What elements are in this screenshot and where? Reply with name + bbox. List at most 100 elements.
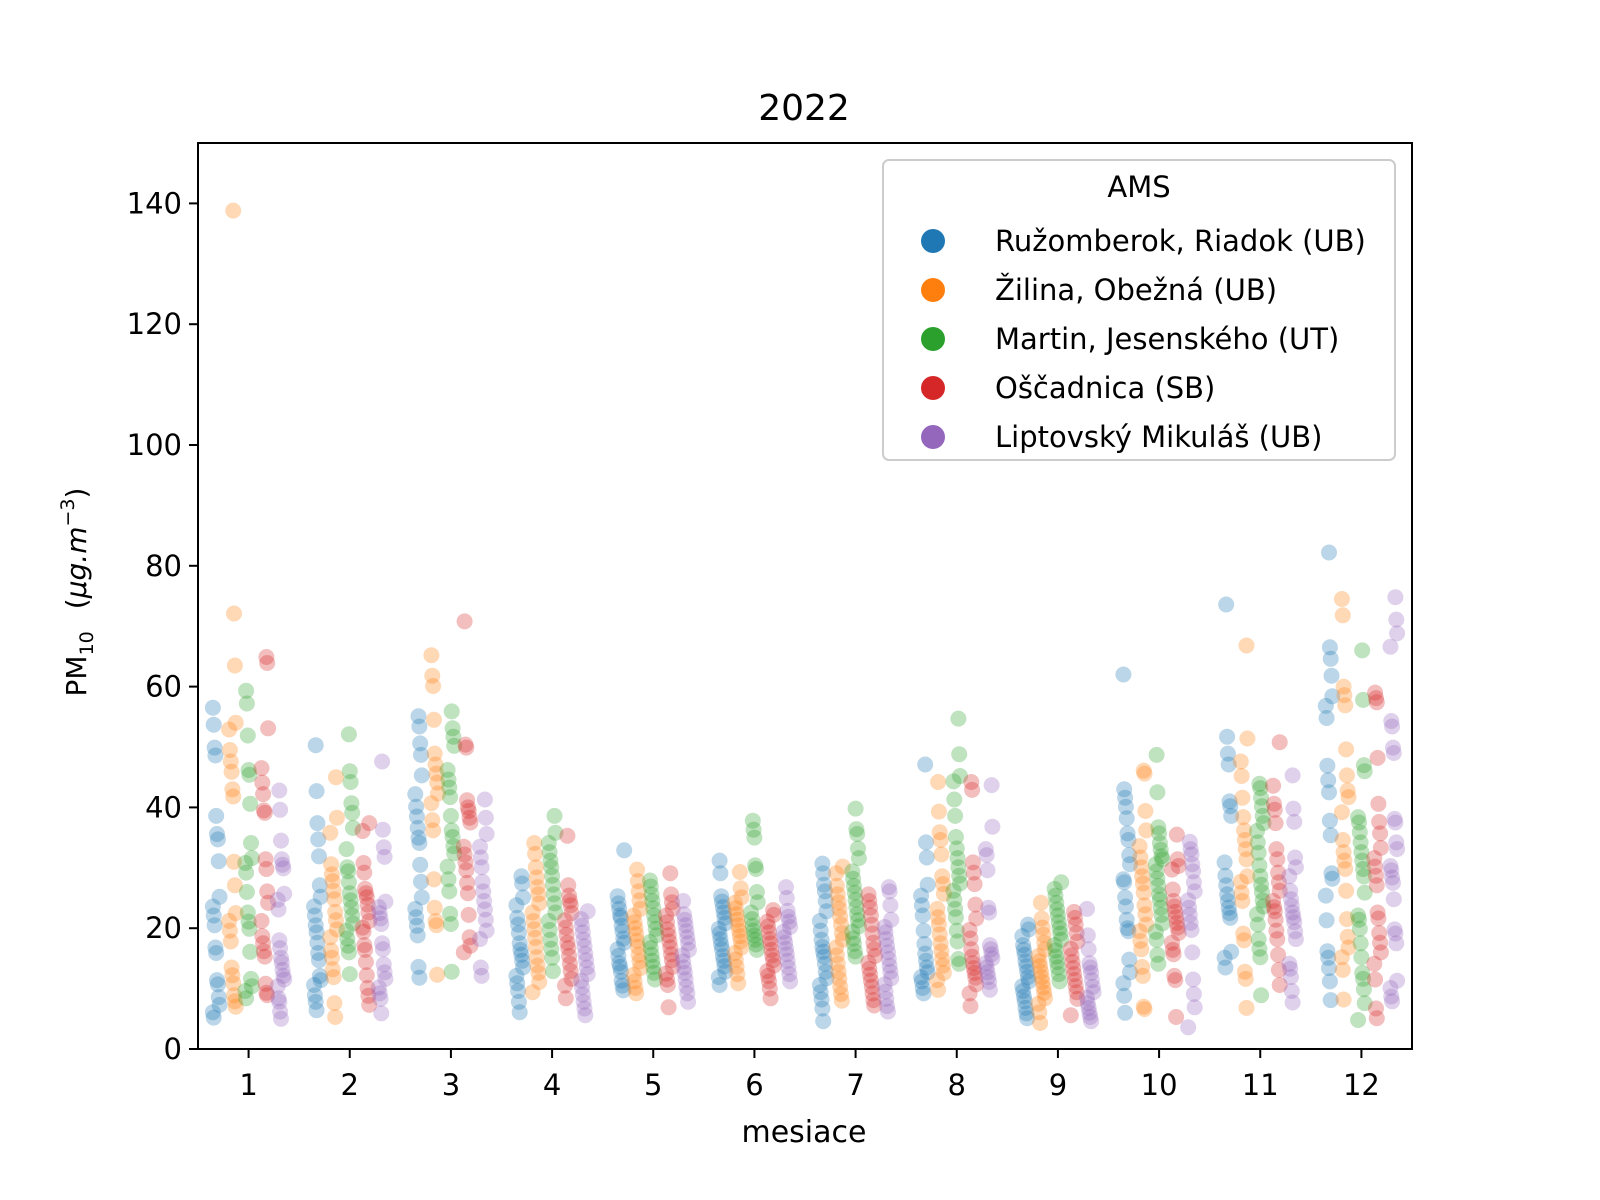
data-point	[1182, 914, 1199, 931]
data-point	[659, 921, 676, 938]
data-point	[977, 955, 994, 972]
series-points	[237, 642, 1373, 1028]
data-point	[659, 977, 676, 993]
data-point	[530, 886, 547, 903]
data-point	[376, 964, 393, 981]
data-point	[474, 873, 491, 890]
data-point	[1185, 986, 1202, 1002]
data-point	[730, 975, 747, 992]
data-point	[306, 907, 323, 924]
data-point	[1135, 998, 1152, 1015]
data-point	[919, 964, 936, 981]
data-point	[206, 917, 223, 934]
data-point	[355, 923, 372, 940]
data-point	[524, 904, 541, 921]
data-point	[613, 917, 630, 934]
data-point	[844, 923, 861, 940]
data-point	[373, 1005, 390, 1022]
data-point	[1232, 753, 1249, 770]
data-point	[308, 924, 325, 941]
data-point	[1115, 975, 1132, 992]
data-point	[1064, 954, 1081, 970]
data-point	[847, 891, 864, 908]
data-point	[831, 970, 848, 987]
data-point	[328, 809, 345, 826]
data-point	[326, 995, 343, 1012]
data-point	[726, 894, 743, 911]
data-point	[473, 859, 490, 876]
data-point	[1350, 907, 1367, 924]
data-point	[443, 963, 460, 980]
data-point	[848, 899, 865, 916]
data-point	[1148, 863, 1165, 880]
data-point	[1236, 832, 1253, 848]
data-point	[878, 990, 895, 1007]
data-point	[338, 922, 355, 939]
data-point	[254, 774, 271, 791]
data-point	[881, 957, 898, 974]
data-point	[646, 971, 663, 988]
data-point	[761, 973, 777, 990]
data-point	[1387, 814, 1404, 831]
data-point	[1165, 893, 1182, 909]
data-point	[560, 940, 577, 957]
data-point	[744, 911, 760, 928]
data-point	[1015, 937, 1032, 954]
data-point	[257, 975, 274, 992]
data-point	[575, 931, 592, 948]
data-point	[459, 799, 476, 816]
data-point	[311, 967, 328, 984]
data-point	[1382, 980, 1399, 996]
y-tick-label: 80	[145, 549, 182, 583]
data-point	[510, 983, 527, 999]
data-point	[258, 861, 275, 877]
data-point	[561, 955, 578, 972]
x-tick-label: 2	[341, 1068, 359, 1102]
legend-marker	[921, 327, 945, 351]
data-point	[1320, 772, 1337, 789]
data-point	[1354, 964, 1371, 981]
data-point	[1030, 995, 1047, 1012]
data-point	[625, 907, 642, 924]
data-point	[676, 906, 692, 923]
data-point	[372, 990, 389, 1007]
data-point	[1320, 949, 1337, 966]
data-point	[645, 900, 662, 917]
data-point	[442, 905, 459, 922]
data-point	[746, 927, 763, 944]
data-point	[934, 868, 951, 885]
data-point	[1340, 789, 1357, 806]
data-point	[1338, 882, 1355, 899]
data-point	[834, 931, 851, 948]
data-point	[1181, 899, 1197, 916]
data-point	[1083, 972, 1100, 989]
chart-title: 2022	[758, 88, 850, 129]
data-point	[528, 869, 545, 886]
data-point	[1287, 923, 1304, 940]
data-point	[1183, 846, 1200, 863]
data-point	[557, 990, 574, 1007]
data-point	[777, 934, 794, 951]
data-point	[732, 933, 749, 950]
data-point	[813, 931, 830, 948]
data-point	[529, 879, 546, 896]
data-point	[1238, 999, 1255, 1016]
data-point	[1385, 739, 1401, 756]
legend-entry: Liptovský Mikuláš (UB)	[921, 420, 1322, 454]
data-point	[1354, 642, 1371, 659]
data-point	[344, 907, 361, 924]
data-point	[1170, 858, 1187, 874]
data-point	[933, 846, 950, 863]
data-point	[515, 889, 531, 906]
data-point	[935, 885, 952, 902]
data-point	[611, 900, 628, 917]
data-point	[710, 920, 727, 937]
data-point	[271, 993, 288, 1010]
data-point	[270, 901, 287, 918]
data-point	[243, 835, 259, 851]
data-point	[935, 876, 951, 893]
data-point	[528, 949, 545, 966]
data-point	[258, 649, 275, 665]
data-point	[1047, 942, 1064, 959]
data-point	[1147, 856, 1164, 873]
